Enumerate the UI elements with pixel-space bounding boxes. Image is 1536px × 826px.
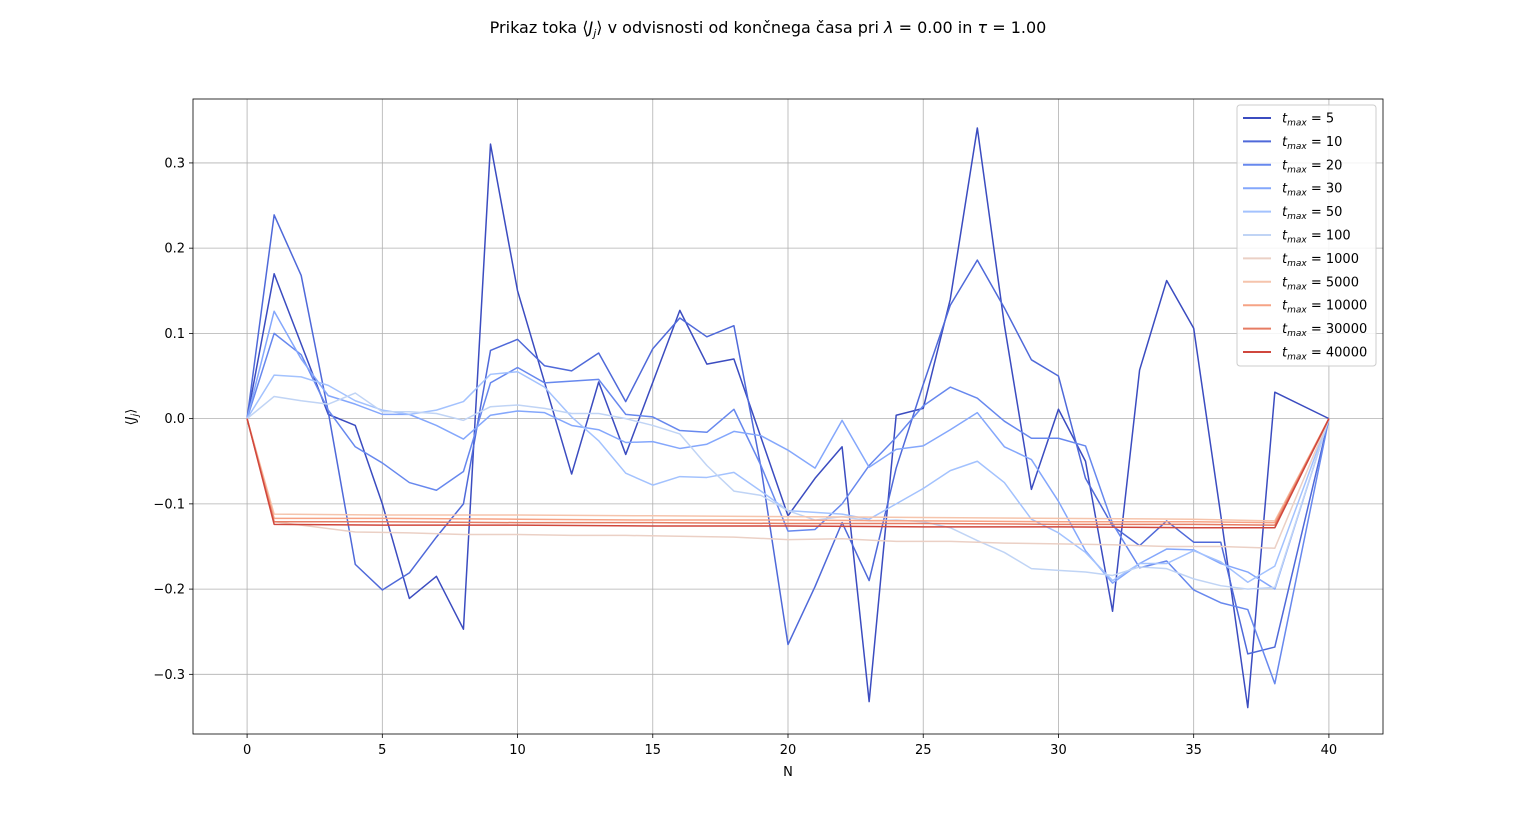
series-line-7 — [246, 418, 1330, 522]
x-axis-label: N — [783, 765, 793, 780]
legend-box — [1236, 104, 1377, 367]
x-tick-label: 25 — [915, 743, 932, 758]
y-tick-label: −0.1 — [153, 497, 185, 512]
y-tick-label: −0.3 — [153, 668, 185, 683]
chart-title: Prikaz toka ⟨Jj⟩ v odvisnosti od končneg… — [490, 18, 1047, 40]
x-tick-label: 5 — [378, 743, 386, 758]
legend-label-1: tmax = 10 — [1282, 135, 1342, 152]
x-tick-label: 40 — [1321, 743, 1338, 758]
x-tick-label: 20 — [780, 743, 797, 758]
x-tick-label: 15 — [644, 743, 661, 758]
legend-label-10: tmax = 40000 — [1282, 346, 1367, 363]
series-line-8 — [246, 418, 1330, 524]
legend: tmax = 5 tmax = 10 tmax = 20 tmax = 30 tmax … — [1236, 104, 1377, 367]
x-tick-label: 35 — [1185, 743, 1202, 758]
series-line-0 — [246, 127, 1330, 709]
grid — [193, 99, 1383, 734]
y-axis-label: ⟨Jj⟩ — [124, 409, 141, 426]
series-line-6 — [246, 418, 1330, 549]
legend-label-6: tmax = 1000 — [1282, 252, 1359, 269]
plot-area-frame — [192, 98, 1384, 735]
series-line-1 — [246, 214, 1330, 655]
legend-label-8: tmax = 10000 — [1282, 299, 1367, 316]
legend-label-2: tmax = 20 — [1282, 158, 1342, 175]
series-line-3 — [246, 310, 1330, 590]
y-tick-label: 0.1 — [164, 327, 185, 342]
legend-label-0: tmax = 5 — [1282, 112, 1334, 129]
y-tick-label: 0.0 — [164, 412, 185, 427]
series-line-10 — [246, 418, 1330, 529]
axis-ticks: 0 5 10 15 20 25 30 35 40 −0.3 −0.2 −0.1 0.0 0.1 0.2 0.3 — [153, 156, 1337, 758]
y-tick-label: 0.2 — [164, 242, 185, 257]
legend-label-4: tmax = 50 — [1282, 205, 1342, 222]
y-tick-label: −0.2 — [153, 583, 185, 598]
legend-label-7: tmax = 5000 — [1282, 275, 1359, 292]
series-lines — [246, 127, 1330, 709]
legend-label-3: tmax = 30 — [1282, 182, 1342, 199]
legend-label-9: tmax = 30000 — [1282, 322, 1367, 339]
series-line-9 — [246, 418, 1330, 526]
y-tick-label: 0.3 — [164, 156, 185, 171]
series-line-5 — [246, 392, 1330, 590]
x-tick-label: 0 — [243, 743, 251, 758]
x-tick-label: 30 — [1050, 743, 1067, 758]
x-tick-label: 10 — [509, 743, 526, 758]
legend-label-5: tmax = 100 — [1282, 229, 1351, 246]
